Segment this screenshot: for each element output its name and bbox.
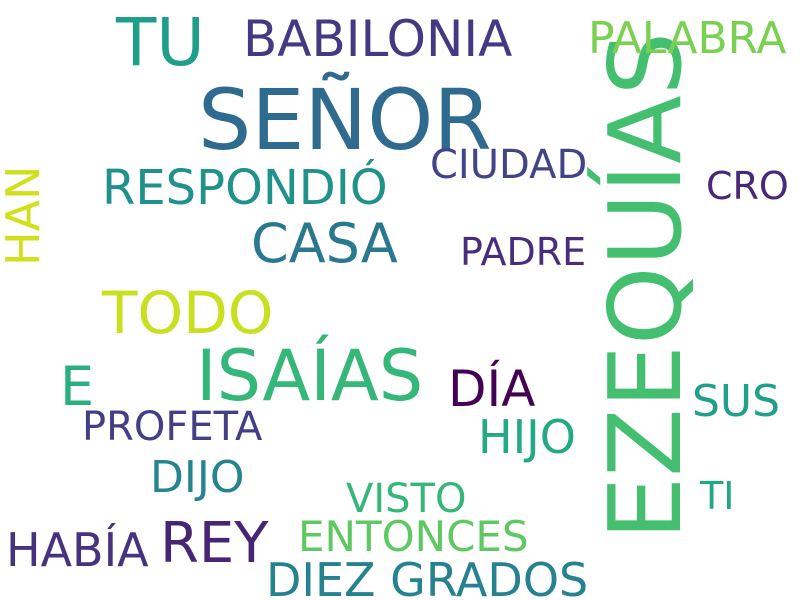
word-habia: HABÍA	[6, 523, 149, 577]
word-dijo: DIJO	[150, 452, 245, 503]
word-han: HAN	[0, 165, 50, 266]
word-diez-grados: DIEZ GRADOS	[266, 553, 589, 600]
word-isaias: ISAÍAS	[196, 335, 424, 417]
word-ezequias: EZEQUÍAS	[587, 31, 704, 540]
word-senor: SEÑOR	[198, 71, 492, 169]
word-tu: TU	[116, 4, 205, 81]
word-cro: CRO	[706, 164, 789, 208]
word-dia: DÍA	[448, 360, 536, 418]
word-sus: SUS	[692, 376, 781, 427]
word-entonces: ENTONCES	[298, 512, 529, 561]
word-ciudad: CIUDAD	[430, 142, 588, 188]
word-todo: TODO	[102, 279, 274, 347]
word-e: E	[60, 355, 95, 418]
word-profeta: PROFETA	[82, 404, 263, 450]
word-respondio: RESPONDIÓ	[102, 160, 388, 216]
word-padre: PADRE	[460, 230, 587, 274]
word-casa: CASA	[251, 212, 398, 275]
word-visto: VISTO	[346, 476, 467, 522]
word-rey: REY	[160, 511, 269, 576]
word-hijo: HIJO	[478, 410, 576, 464]
word-ti: TI	[700, 474, 735, 518]
word-babilonia: BABILONIA	[243, 10, 513, 68]
word-palabra: PALABRA	[588, 13, 787, 64]
